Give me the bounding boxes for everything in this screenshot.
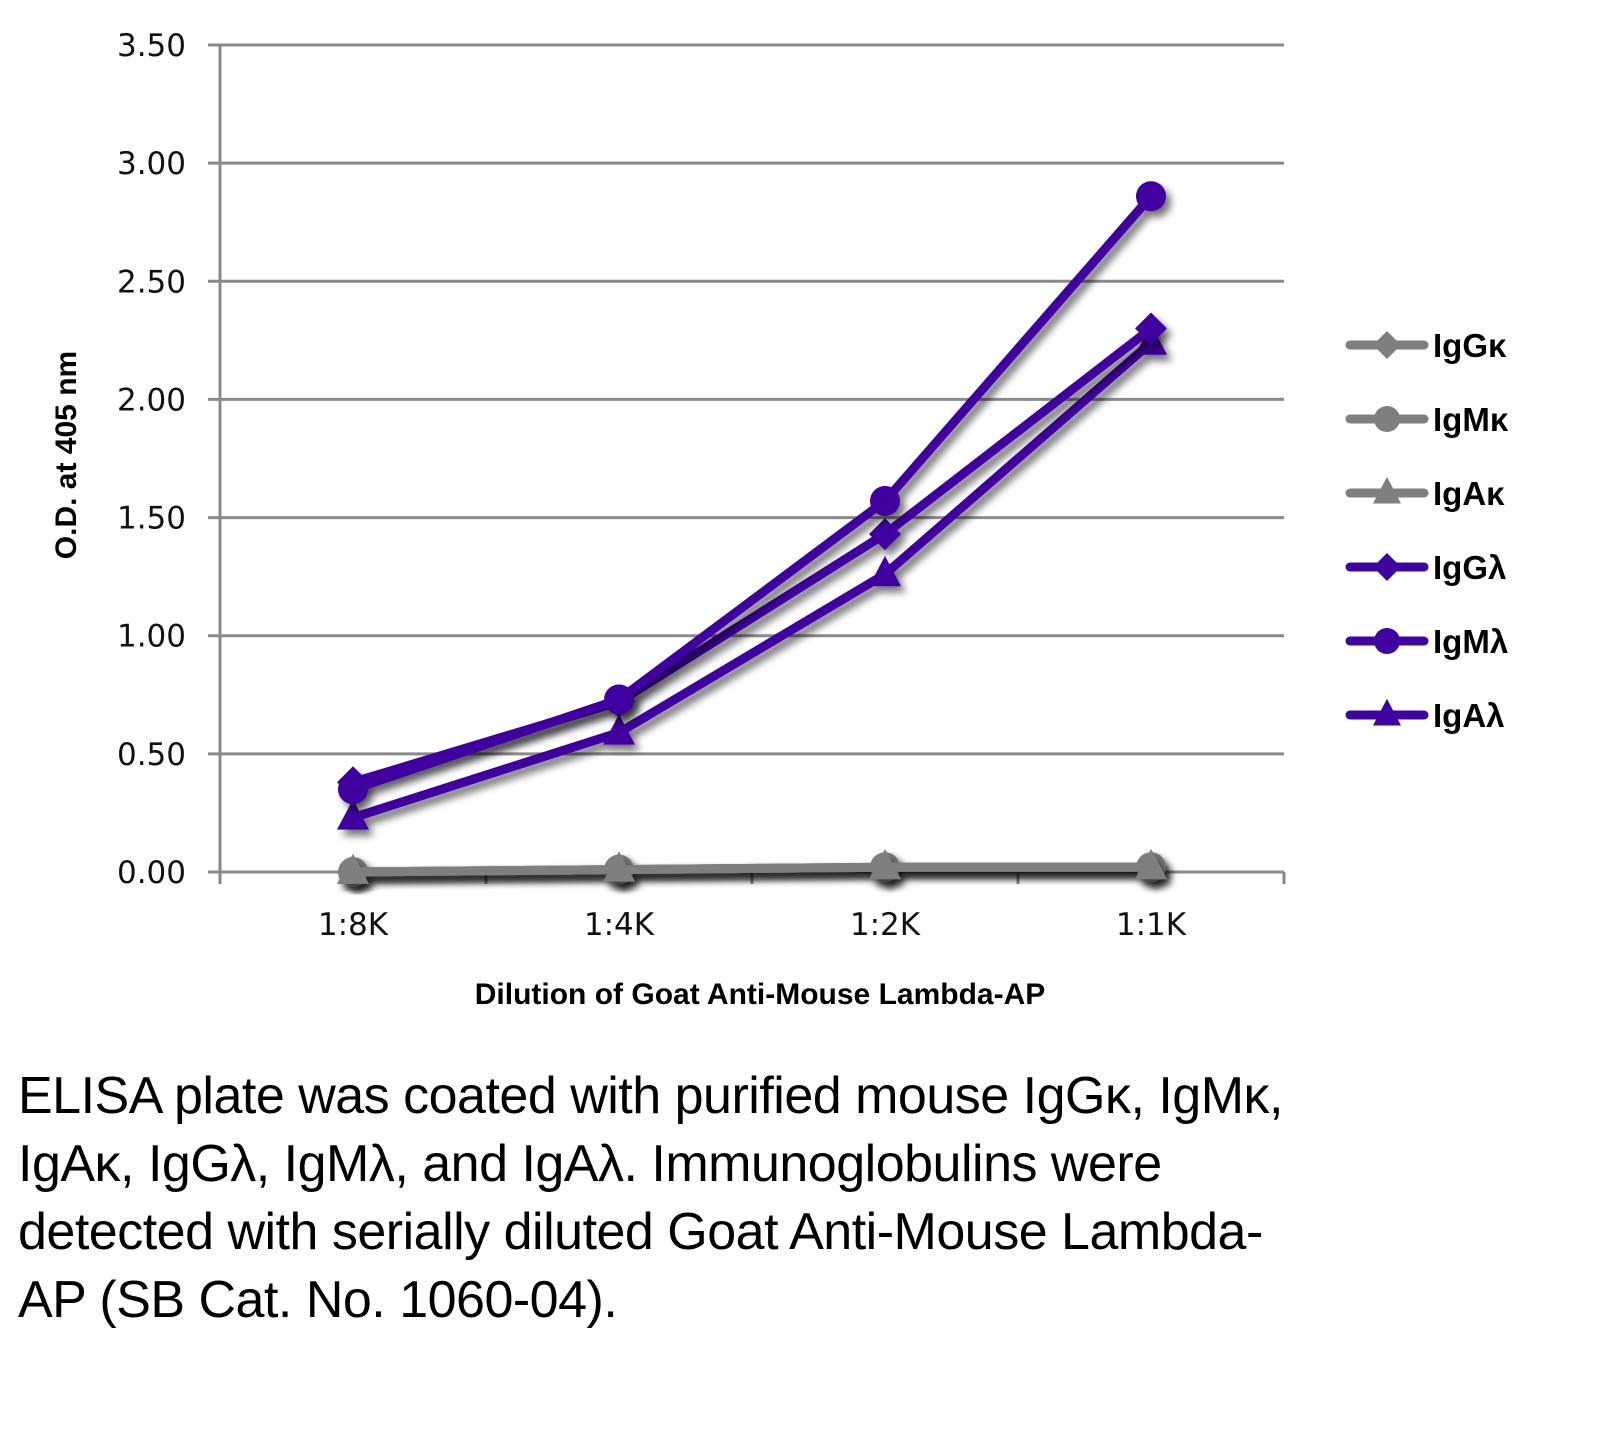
legend-marker-triangle	[1373, 476, 1401, 504]
x-tick-label: 1:8K	[318, 907, 389, 943]
y-tick-label: 3.00	[117, 146, 186, 182]
data-point-diamond	[869, 518, 901, 551]
legend-item: IgGκ	[1345, 327, 1507, 364]
x-tick-labels: 1:8K 1:4K 1:2K 1:1K	[318, 907, 1187, 943]
data-point-diamond	[1135, 312, 1167, 345]
data-point-triangle	[603, 851, 635, 882]
series-line	[348, 862, 1156, 877]
data-point-triangle	[337, 799, 369, 830]
legend-marker-diamond	[1373, 553, 1401, 581]
x-tick-label: 1:2K	[850, 907, 921, 943]
legend-item: IgAλ	[1345, 697, 1505, 734]
gridlines	[208, 43, 1284, 874]
y-tick-label: 1.00	[117, 619, 186, 655]
data-point-circle	[1136, 181, 1166, 212]
y-tick-label: 0.00	[117, 855, 186, 891]
axes	[218, 45, 1286, 884]
y-tick-label: 3.50	[117, 28, 186, 64]
elisa-line-chart: 0.00 0.50 1.00 1.50 2.00 2.50 3.00 3.50 1:8K 1:4…	[50, 28, 1509, 1011]
legend-item: IgAκ	[1345, 475, 1505, 512]
y-tick-label: 1.50	[117, 501, 186, 537]
x-tick-label: 1:4K	[584, 907, 655, 943]
y-tick-labels: 0.00 0.50 1.00 1.50 2.00 2.50 3.00 3.50	[117, 28, 186, 891]
figure-caption: ELISA plate was coated with purified mou…	[18, 1067, 1283, 1329]
legend-label: IgMκ	[1433, 401, 1509, 438]
legend-label: IgMλ	[1433, 623, 1508, 660]
series-4	[338, 181, 1166, 805]
series-line	[348, 338, 1156, 823]
legend-item: IgGλ	[1345, 549, 1506, 586]
y-tick-label: 2.00	[117, 382, 186, 418]
series-2	[337, 848, 1167, 884]
legend-label: IgAλ	[1433, 697, 1505, 734]
y-tick-label: 0.50	[117, 737, 186, 773]
legend-marker-circle	[1374, 406, 1400, 432]
x-axis-title: Dilution of Goat Anti-Mouse Lambda-AP	[475, 978, 1046, 1011]
legend-marker-triangle	[1373, 698, 1401, 726]
series-group	[337, 181, 1167, 888]
y-tick-label: 2.50	[117, 264, 186, 300]
data-point-triangle	[603, 714, 635, 745]
x-tick-label: 1:1K	[1116, 907, 1187, 943]
series-line	[348, 324, 1156, 787]
data-point-triangle	[869, 848, 901, 880]
series-line	[348, 191, 1156, 794]
legend-marker-diamond	[1373, 331, 1401, 359]
data-point-circle	[870, 486, 900, 517]
series-3	[337, 312, 1167, 799]
legend-item: IgMλ	[1345, 623, 1508, 660]
data-point-circle	[338, 774, 368, 805]
legend-label: IgGκ	[1433, 327, 1507, 364]
legend-item: IgMκ	[1345, 401, 1509, 438]
data-point-triangle	[337, 853, 369, 884]
legend: IgGκ IgMκ IgAκ IgGλ IgMλ IgAλ	[1345, 327, 1509, 734]
legend-label: IgGλ	[1433, 549, 1506, 586]
data-point-circle	[604, 684, 634, 715]
data-point-triangle	[1135, 848, 1167, 880]
data-point-triangle	[869, 555, 901, 587]
legend-label: IgAκ	[1433, 475, 1505, 512]
legend-marker-circle	[1374, 628, 1400, 654]
y-axis-title: O.D. at 405 nm	[50, 351, 83, 559]
